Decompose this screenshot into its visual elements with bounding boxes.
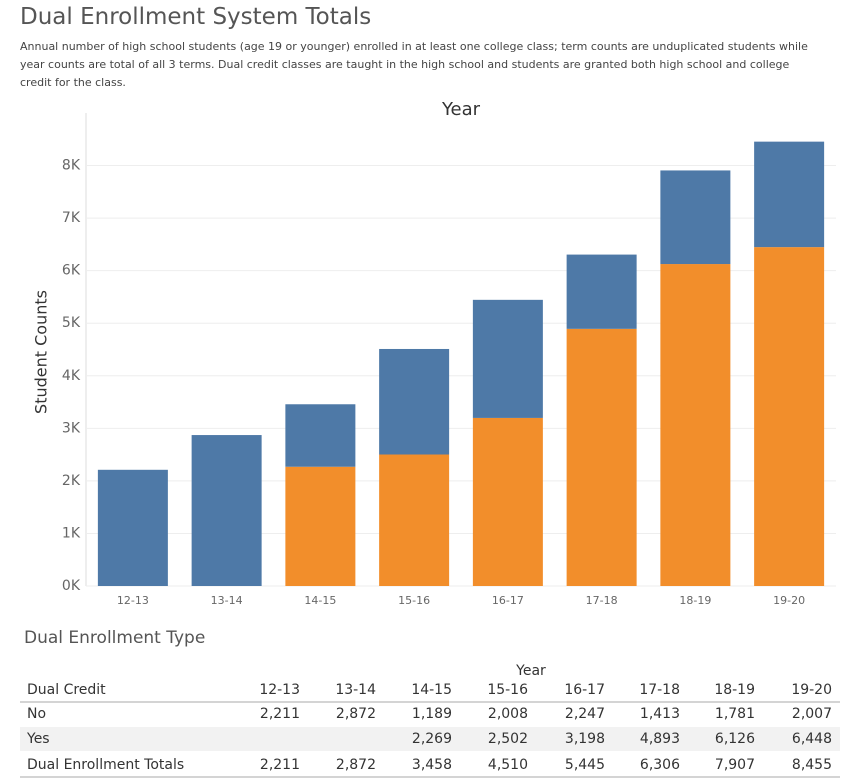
y-tick-label: 8K [62, 158, 81, 174]
table-cell: 2,872 [336, 706, 376, 722]
bar [660, 170, 731, 265]
table-cell: 6,126 [715, 731, 755, 747]
bar [379, 454, 450, 586]
x-tick-label: 19-20 [773, 594, 805, 607]
table-cell: 8,455 [792, 757, 832, 773]
table-cell: 2,502 [488, 731, 528, 747]
page-title: Dual Enrollment System Totals [20, 4, 372, 30]
table-cell: 3,198 [565, 731, 605, 747]
chart-title: Year [441, 99, 481, 120]
table-cell: 1,781 [715, 706, 755, 722]
y-tick-label: 2K [62, 473, 81, 489]
column-header: 12-13 [259, 682, 300, 698]
bar [660, 264, 731, 586]
x-tick-label: 17-18 [586, 594, 618, 607]
bar [754, 141, 825, 248]
row-label: Dual Enrollment Totals [27, 757, 184, 773]
table-cell: 5,445 [565, 757, 605, 773]
bar [754, 247, 825, 587]
table-cell: 2,007 [792, 706, 832, 722]
column-header: 13-14 [335, 682, 376, 698]
y-tick-label: 5K [62, 315, 81, 331]
bar [472, 417, 543, 586]
column-header: 14-15 [411, 682, 452, 698]
table-title: Dual Enrollment Type [24, 628, 205, 648]
y-tick-label: 7K [62, 210, 81, 226]
table-cell: 1,413 [640, 706, 680, 722]
table-cell: 2,211 [260, 757, 300, 773]
column-header: 17-18 [639, 682, 680, 698]
column-header: 15-16 [487, 682, 528, 698]
x-tick-label: 13-14 [211, 594, 243, 607]
table-cell: 2,211 [260, 706, 300, 722]
bar [285, 466, 356, 586]
column-header: 19-20 [791, 682, 832, 698]
bar [566, 328, 637, 586]
row-header: Dual Credit [27, 682, 106, 698]
bar [97, 469, 168, 586]
table-cell: 1,189 [412, 706, 452, 722]
table-cell: 4,510 [488, 757, 528, 773]
y-axis-label: Student Counts [32, 290, 51, 414]
subtitle: Annual number of high school students (a… [20, 40, 808, 89]
table-cell: 7,907 [715, 757, 755, 773]
table-cell: 6,448 [792, 731, 832, 747]
y-tick-label: 3K [62, 420, 81, 436]
table-cell: 6,306 [640, 757, 680, 773]
table-cell: 3,458 [412, 757, 452, 773]
table-cell: 2,269 [412, 731, 452, 747]
table-column-group: Year [515, 663, 546, 679]
x-tick-label: 12-13 [117, 594, 149, 607]
column-header: 16-17 [564, 682, 605, 698]
column-header: 18-19 [714, 682, 755, 698]
row-label: No [27, 706, 46, 722]
table-cell: 2,008 [488, 706, 528, 722]
bar [285, 404, 356, 467]
x-tick-label: 18-19 [679, 594, 711, 607]
table-cell: 4,893 [640, 731, 680, 747]
x-tick-label: 16-17 [492, 594, 524, 607]
bar [379, 348, 450, 455]
row-label: Yes [26, 731, 50, 747]
bar [566, 254, 637, 329]
table-cell: 2,247 [565, 706, 605, 722]
x-tick-label: 14-15 [304, 594, 336, 607]
y-tick-label: 4K [62, 368, 81, 384]
row-band [20, 727, 840, 751]
y-tick-label: 1K [62, 525, 81, 541]
bar [191, 435, 262, 586]
table-cell: 2,872 [336, 757, 376, 773]
y-tick-label: 6K [62, 263, 81, 279]
y-tick-label: 0K [62, 578, 81, 594]
bar [472, 299, 543, 418]
x-tick-label: 15-16 [398, 594, 430, 607]
